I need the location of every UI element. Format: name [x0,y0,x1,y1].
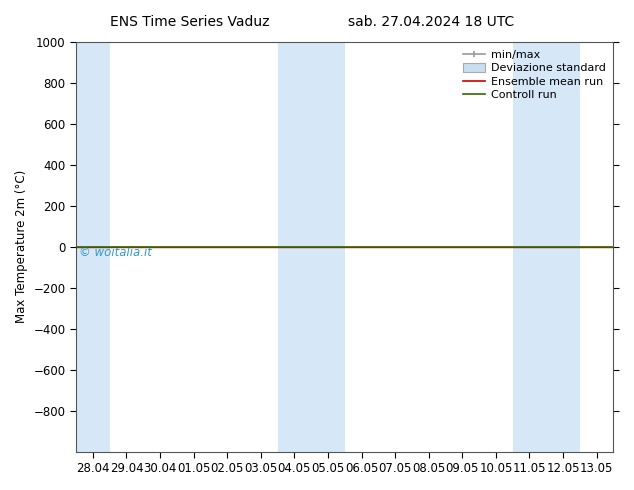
Y-axis label: Max Temperature 2m (°C): Max Temperature 2m (°C) [15,170,28,323]
Bar [76,42,110,452]
Bar [278,42,345,452]
Text: ENS Time Series Vaduz: ENS Time Series Vaduz [110,15,270,29]
Bar [547,42,580,452]
Legend: min/max, Deviazione standard, Ensemble mean run, Controll run: min/max, Deviazione standard, Ensemble m… [458,46,610,105]
Bar [513,42,547,452]
Text: © woitalia.it: © woitalia.it [79,245,152,259]
Text: sab. 27.04.2024 18 UTC: sab. 27.04.2024 18 UTC [348,15,514,29]
